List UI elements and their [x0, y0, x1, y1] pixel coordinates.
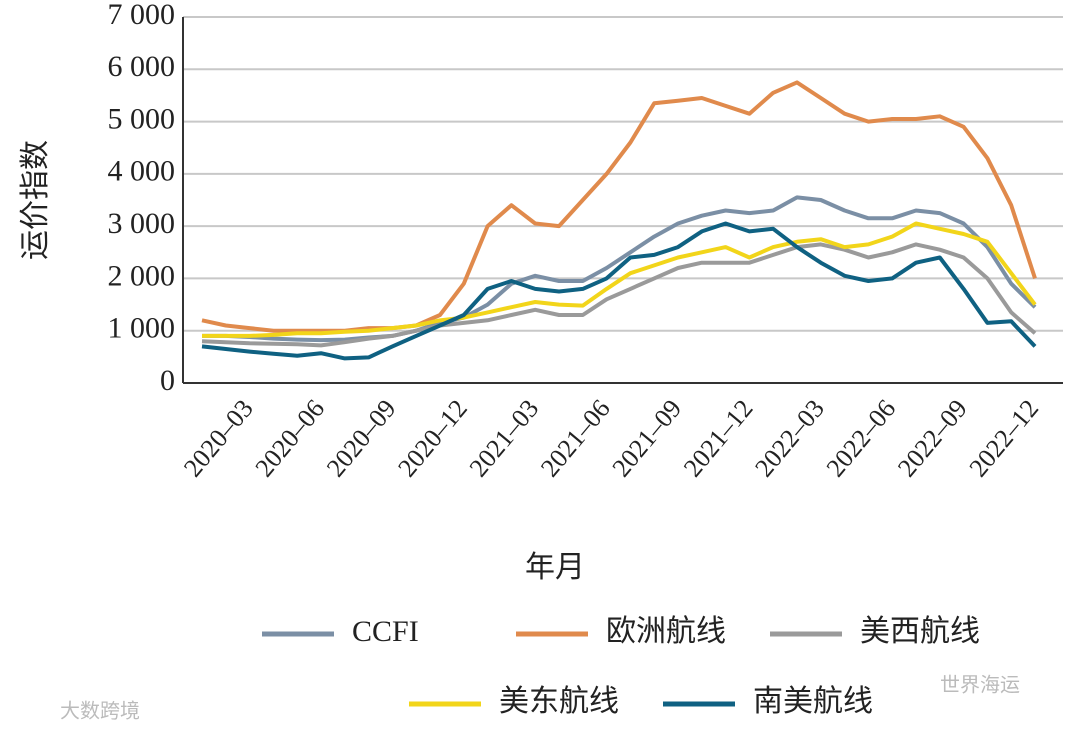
series-line — [202, 221, 1037, 338]
watermark: 世界海运 — [940, 673, 1020, 697]
y-tick-label: 0 — [160, 364, 175, 397]
x-tick-label: 2021–06 — [535, 394, 616, 482]
x-tick-label: 2020–06 — [249, 394, 330, 482]
x-tick-label: 2021–03 — [464, 394, 545, 482]
legend-label: 南美航线 — [753, 685, 873, 718]
y-tick-label: 4 000 — [108, 155, 176, 188]
watermark: 大数跨境 — [60, 699, 140, 723]
y-tick-label: 3 000 — [108, 207, 176, 240]
y-tick-label: 2 000 — [108, 259, 176, 292]
y-axis-label: 运价指数 — [19, 140, 52, 260]
series-line — [202, 195, 1037, 343]
x-tick-label: 2022–03 — [749, 394, 830, 482]
legend-label: 美东航线 — [499, 685, 619, 718]
y-tick-label: 7 000 — [108, 0, 176, 31]
legend-label: 欧洲航线 — [606, 615, 726, 648]
x-tick-label: 2020–09 — [321, 394, 402, 482]
x-axis-label: 年月 — [525, 551, 585, 584]
legend-label: CCFI — [352, 615, 419, 648]
y-tick-label: 1 000 — [108, 312, 176, 345]
x-tick-label: 2022–12 — [963, 394, 1044, 482]
series-line — [201, 242, 1037, 348]
x-tick-label: 2021–09 — [606, 394, 687, 482]
x-tick-label: 2020–03 — [178, 394, 259, 482]
x-tick-label: 2020–12 — [392, 394, 473, 482]
series-line — [201, 221, 1037, 361]
legend-label: 美西航线 — [860, 615, 980, 648]
x-tick-label: 2022–09 — [892, 394, 973, 482]
x-tick-label: 2021–12 — [678, 394, 759, 482]
x-tick-label: 2022–06 — [821, 394, 902, 482]
y-tick-label: 5 000 — [108, 102, 176, 135]
y-tick-label: 6 000 — [108, 50, 176, 83]
